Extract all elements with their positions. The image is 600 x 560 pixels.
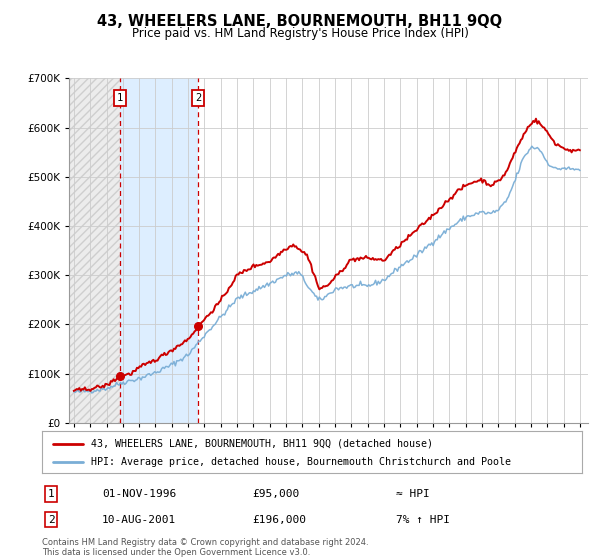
Text: £95,000: £95,000 (252, 489, 299, 499)
Text: Contains HM Land Registry data © Crown copyright and database right 2024.
This d: Contains HM Land Registry data © Crown c… (42, 538, 368, 557)
Text: 2: 2 (195, 93, 201, 103)
Bar (198, 78, 588, 423)
Text: 01-NOV-1996: 01-NOV-1996 (102, 489, 176, 499)
Bar (69, 78, 120, 423)
Text: 10-AUG-2001: 10-AUG-2001 (102, 515, 176, 525)
Text: ≈ HPI: ≈ HPI (396, 489, 430, 499)
Text: 7% ↑ HPI: 7% ↑ HPI (396, 515, 450, 525)
Text: 1: 1 (47, 489, 55, 499)
Text: 43, WHEELERS LANE, BOURNEMOUTH, BH11 9QQ: 43, WHEELERS LANE, BOURNEMOUTH, BH11 9QQ (97, 14, 503, 29)
Text: HPI: Average price, detached house, Bournemouth Christchurch and Poole: HPI: Average price, detached house, Bour… (91, 457, 511, 467)
Text: 43, WHEELERS LANE, BOURNEMOUTH, BH11 9QQ (detached house): 43, WHEELERS LANE, BOURNEMOUTH, BH11 9QQ… (91, 439, 433, 449)
Text: 1: 1 (117, 93, 123, 103)
Text: £196,000: £196,000 (252, 515, 306, 525)
Bar (120, 78, 198, 423)
Text: Price paid vs. HM Land Registry's House Price Index (HPI): Price paid vs. HM Land Registry's House … (131, 27, 469, 40)
Text: 2: 2 (47, 515, 55, 525)
